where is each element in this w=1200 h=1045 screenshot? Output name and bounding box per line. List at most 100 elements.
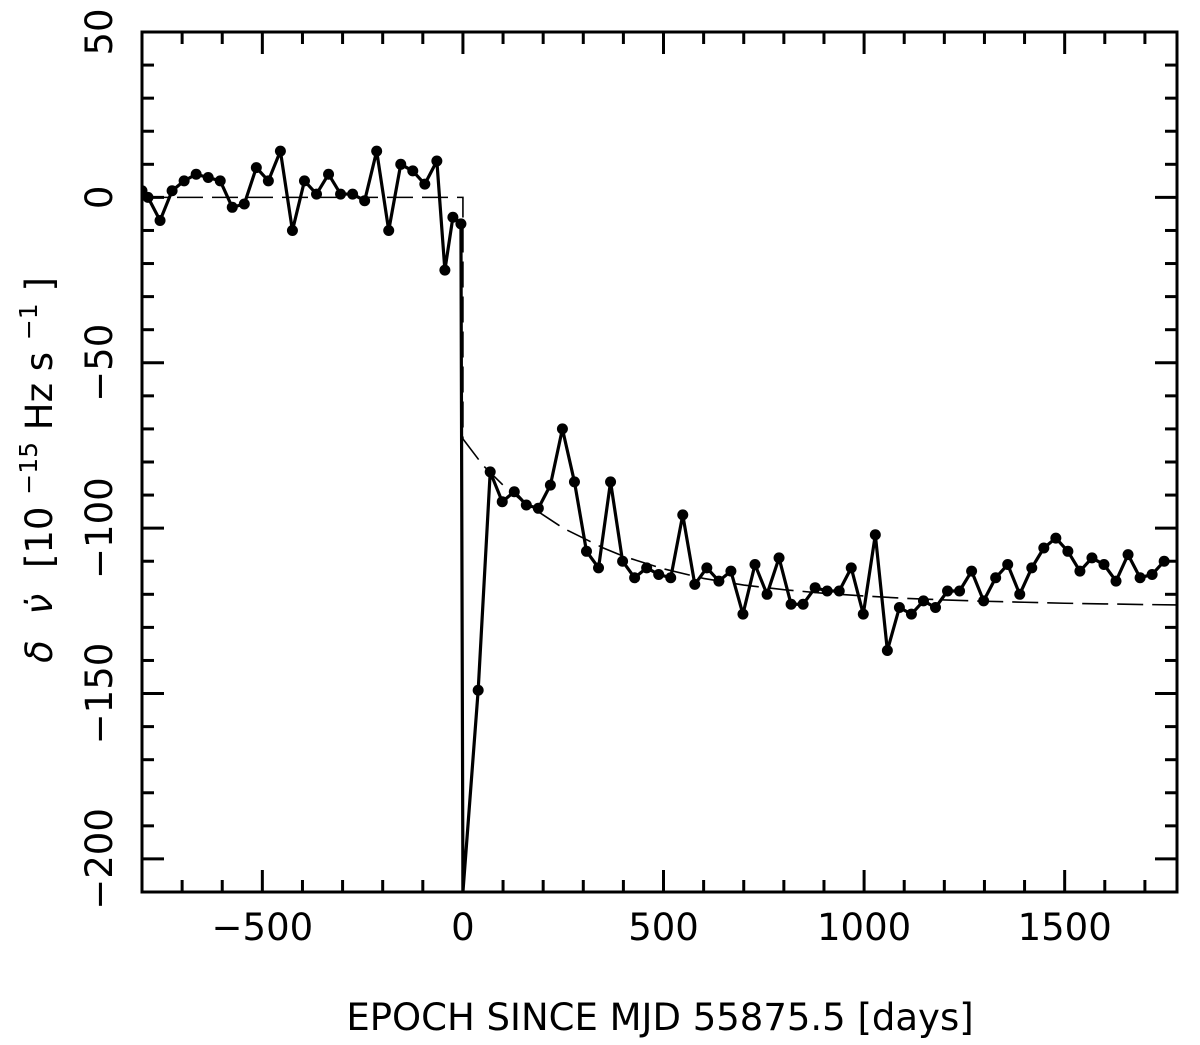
data-point [532, 502, 544, 514]
y-tick-label: 50 [78, 8, 121, 55]
data-point [262, 175, 274, 187]
axis-ticks [140, 30, 1177, 894]
data-point [761, 588, 773, 600]
x-tick-label: 1000 [817, 906, 911, 949]
data-point [556, 423, 568, 435]
data-point [821, 585, 833, 597]
data-point [1014, 588, 1026, 600]
data-point [845, 562, 857, 574]
data-point [286, 224, 298, 236]
data-point [568, 476, 580, 488]
data-point [869, 529, 881, 541]
data-point [1074, 565, 1086, 577]
data-point [917, 595, 929, 607]
data-point [605, 476, 617, 488]
data-point [439, 264, 451, 276]
data-point [942, 585, 954, 597]
data-point [785, 598, 797, 610]
data-point [455, 218, 467, 230]
data-point [641, 562, 653, 574]
data-point [713, 575, 725, 587]
data-point [419, 178, 431, 190]
data-point [472, 684, 484, 696]
data-point [311, 188, 323, 200]
data-point [966, 565, 978, 577]
series-group [142, 145, 1177, 892]
y-label-symbol: ν̇ [18, 594, 61, 615]
data-point [335, 188, 347, 200]
data-point [809, 582, 821, 594]
y-label-unit-mid: Hz s [18, 352, 61, 430]
y-tick-label: 0 [78, 186, 121, 210]
data-point [617, 555, 629, 567]
data-point [893, 602, 905, 614]
data-point [431, 155, 443, 167]
data-point [323, 168, 335, 180]
data-point [359, 195, 371, 207]
data-point [737, 608, 749, 620]
data-point [226, 201, 238, 213]
data-point [178, 175, 190, 187]
y-tick-label: −150 [78, 643, 121, 745]
data-point [905, 608, 917, 620]
data-point [930, 602, 941, 614]
x-tick-label: 500 [628, 906, 699, 949]
y-label-unit-exp: −15 [14, 442, 43, 495]
x-tick-label: 0 [451, 906, 475, 949]
y-tick-label: −200 [78, 808, 121, 910]
data-point [1122, 549, 1134, 561]
model-post-glitch-line [462, 438, 1177, 606]
y-tick-label: −50 [78, 324, 121, 402]
data-point [347, 188, 359, 200]
data-point [773, 552, 785, 564]
data-point [250, 162, 262, 174]
data-point [1134, 572, 1146, 584]
x-tick-labels: −500 0 500 1000 1500 [212, 906, 1112, 949]
y-tick-labels: 50 0 −50 −100 −150 −200 [78, 8, 121, 909]
data-point [1050, 532, 1062, 544]
data-point [833, 585, 845, 597]
plot-frame [140, 30, 1179, 894]
data-point [544, 479, 556, 491]
data-point [653, 568, 665, 580]
data-line [142, 149, 1166, 892]
data-point [881, 645, 893, 657]
data-point [990, 572, 1002, 584]
data-point [1002, 559, 1014, 571]
data-point [749, 559, 761, 571]
x-tick-label: 1500 [1018, 906, 1112, 949]
data-point [954, 585, 966, 597]
y-label-prefix: δ [18, 640, 61, 663]
y-label-unit-open: [10 [18, 507, 61, 569]
data-point [978, 595, 990, 607]
data-point [202, 172, 214, 184]
data-point [274, 145, 286, 157]
data-point [154, 215, 166, 227]
data-point [508, 486, 520, 498]
y-label-unit-close: ] [18, 277, 61, 291]
data-point [447, 211, 459, 223]
data-point [1026, 562, 1038, 574]
data-point [1110, 575, 1122, 587]
x-axis-label: EPOCH SINCE MJD 55875.5 [days] [346, 996, 973, 1039]
data-point [1158, 555, 1170, 567]
data-point [496, 496, 508, 508]
data-point [665, 572, 677, 584]
data-point [1062, 545, 1074, 557]
data-point [520, 499, 532, 511]
y-axis-label: δ ν̇ [10 −15 Hz s −1 ] [3, 277, 61, 663]
model-pre-glitch-line [142, 196, 464, 439]
data-point [214, 175, 226, 187]
data-point [593, 562, 605, 574]
data-point [383, 224, 395, 236]
data-point [238, 198, 250, 210]
data-point [298, 175, 310, 187]
data-point [371, 145, 383, 157]
data-point [484, 466, 496, 478]
data-point [190, 168, 202, 180]
data-point [689, 578, 701, 590]
data-point [166, 185, 178, 197]
data-point [1086, 552, 1098, 564]
data-point [407, 165, 419, 177]
